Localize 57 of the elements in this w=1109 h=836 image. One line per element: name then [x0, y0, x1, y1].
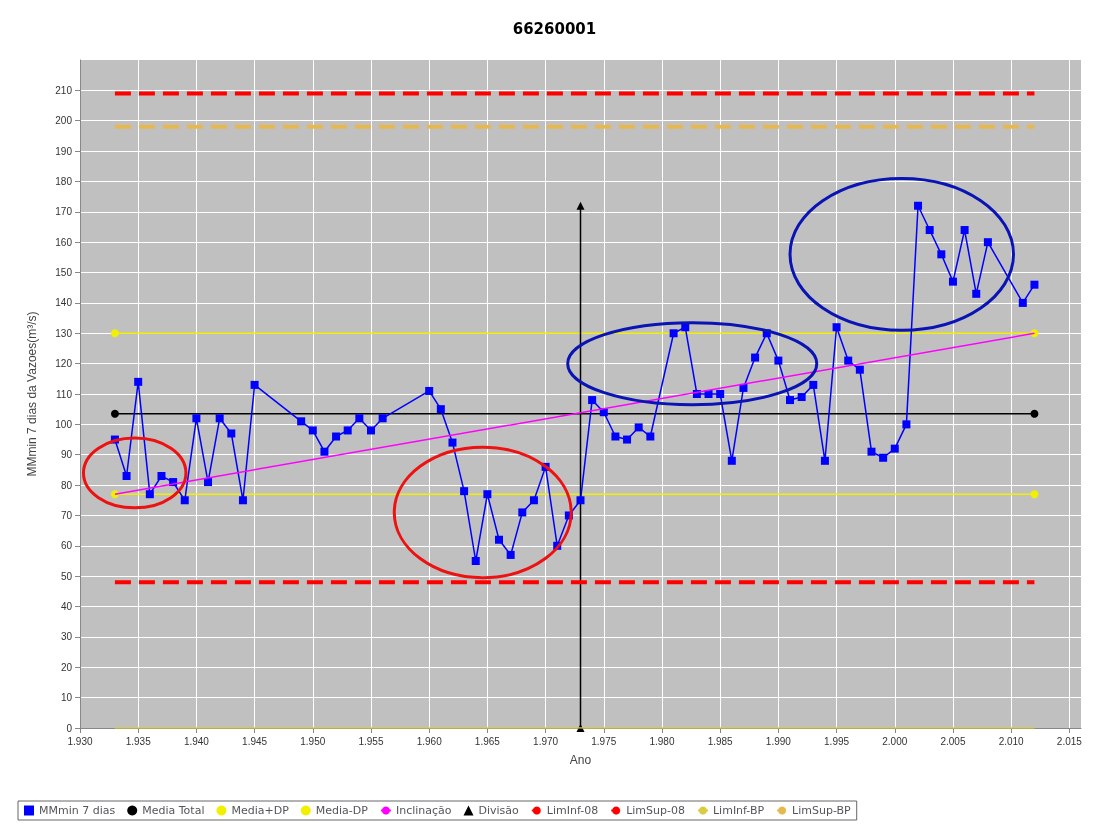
y-tick-label: 120	[55, 358, 73, 370]
legend-label: LimSup-08	[626, 804, 685, 817]
y-tick-label: 190	[55, 145, 73, 157]
point	[1030, 409, 1039, 418]
x-tick-label: 1.965	[474, 735, 501, 747]
legend-label: LimInf-BP	[712, 804, 765, 817]
y-tick-label: 130	[55, 327, 73, 339]
y-tick-label: 100	[55, 418, 73, 430]
chart-title: 66260001	[512, 19, 597, 38]
legend-label: Divisão	[478, 804, 520, 817]
x-axis-title: Ano	[569, 753, 592, 767]
legend-label: Media Total	[142, 804, 205, 817]
x-tick-label: 2.000	[882, 735, 908, 747]
point	[1030, 490, 1039, 499]
y-tick-label: 80	[60, 479, 73, 491]
x-tick-label: 1.935	[125, 735, 152, 747]
y-tick-label: 160	[55, 236, 73, 248]
point	[110, 409, 119, 418]
y-tick-label: 200	[55, 115, 73, 127]
legend-label: LimInf-08	[546, 804, 599, 817]
point	[110, 329, 119, 338]
x-tick-label: 1.950	[300, 735, 326, 747]
y-tick-label: 90	[60, 449, 73, 461]
x-tick-label: 1.940	[183, 735, 210, 747]
legend-label: Media+DP	[231, 804, 290, 817]
y-tick-label: 170	[55, 206, 73, 218]
x-tick-label: 1.960	[416, 735, 443, 747]
legend-label: Inclinação	[395, 804, 452, 817]
x-tick-label: 1.955	[358, 735, 384, 747]
x-tick-label: 1.990	[765, 735, 792, 747]
y-tick-label: 140	[55, 297, 73, 309]
y-tick-label: 30	[60, 631, 73, 643]
x-tick-label: 1.930	[67, 735, 93, 747]
x-tick-label: 2.010	[998, 735, 1025, 747]
x-tick-label: 1.970	[533, 735, 559, 747]
legend-label: LimSup-BP	[792, 804, 852, 817]
y-axis-title: MMmin 7 dias da Vazoes(m³/s)	[25, 311, 39, 477]
x-tick-label: 1.980	[649, 735, 675, 747]
y-tick-label: 210	[55, 84, 73, 96]
y-tick-label: 50	[60, 570, 73, 582]
x-tick-label: 2.005	[940, 735, 966, 747]
y-tick-label: 150	[55, 267, 73, 279]
x-tick-label: 1.945	[242, 735, 268, 747]
y-tick-label: 180	[55, 175, 73, 187]
y-tick-label: 40	[60, 601, 73, 613]
y-tick-label: 20	[60, 661, 73, 673]
y-tick-label: 70	[60, 509, 73, 521]
legend-label: MMmin 7 dias	[39, 804, 116, 817]
y-tick-label: 110	[56, 388, 73, 400]
y-tick-label: 0	[66, 722, 73, 734]
x-tick-label: 1.975	[591, 735, 617, 747]
y-tick-label: 10	[60, 692, 73, 704]
x-tick-label: 2.015	[1056, 735, 1083, 747]
x-tick-label: 1.995	[824, 735, 850, 747]
y-tick-label: 60	[60, 540, 73, 552]
x-tick-label: 1.985	[707, 735, 734, 747]
legend-label: Media-DP	[315, 804, 369, 817]
